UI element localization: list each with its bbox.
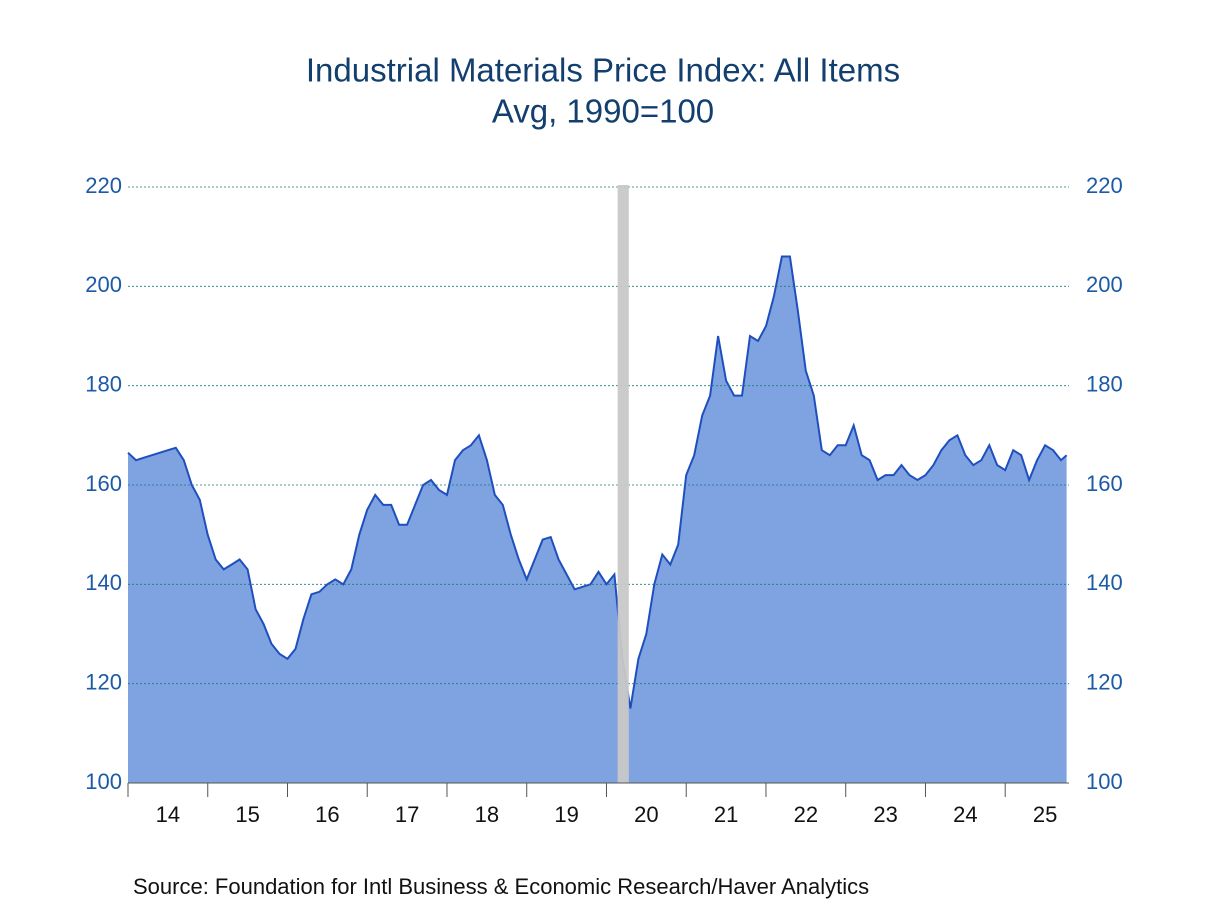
- y-tick-label: 120: [85, 669, 122, 694]
- x-tick-label: 21: [714, 802, 738, 827]
- y2-tick-label: 200: [1086, 272, 1123, 297]
- x-tick-label: 25: [1033, 802, 1057, 827]
- area-line: [127, 255, 1068, 709]
- chart-subtitle: Avg, 1990=100: [492, 93, 714, 130]
- x-tick-label: 15: [235, 802, 259, 827]
- shaded-range: [617, 185, 629, 783]
- y-tick-label: 220: [85, 173, 122, 198]
- x-tick-label: 14: [156, 802, 180, 827]
- x-tick-label: 20: [634, 802, 658, 827]
- y2-tick-label: 180: [1086, 371, 1123, 396]
- x-tick-label: 19: [554, 802, 578, 827]
- x-tick-label: 24: [953, 802, 977, 827]
- x-tick-label: 23: [873, 802, 897, 827]
- y2-tick-label: 120: [1086, 669, 1123, 694]
- x-tick-label: 22: [794, 802, 818, 827]
- y-tick-label: 200: [85, 272, 122, 297]
- source-note: Source: Foundation for Intl Business & E…: [133, 874, 869, 899]
- y2-tick-label: 220: [1086, 173, 1123, 198]
- x-tick-label: 17: [395, 802, 419, 827]
- y2-tick-label: 100: [1086, 769, 1123, 794]
- y-tick-label: 100: [85, 769, 122, 794]
- x-tick-label: 18: [475, 802, 499, 827]
- y-tick-label: 180: [85, 371, 122, 396]
- chart-title: Industrial Materials Price Index: All It…: [306, 52, 900, 89]
- y2-tick-label: 160: [1086, 471, 1123, 496]
- y2-tick-label: 140: [1086, 570, 1123, 595]
- area-fill: [128, 256, 1067, 783]
- x-tick-label: 16: [315, 802, 339, 827]
- y-tick-label: 140: [85, 570, 122, 595]
- y-tick-label: 160: [85, 471, 122, 496]
